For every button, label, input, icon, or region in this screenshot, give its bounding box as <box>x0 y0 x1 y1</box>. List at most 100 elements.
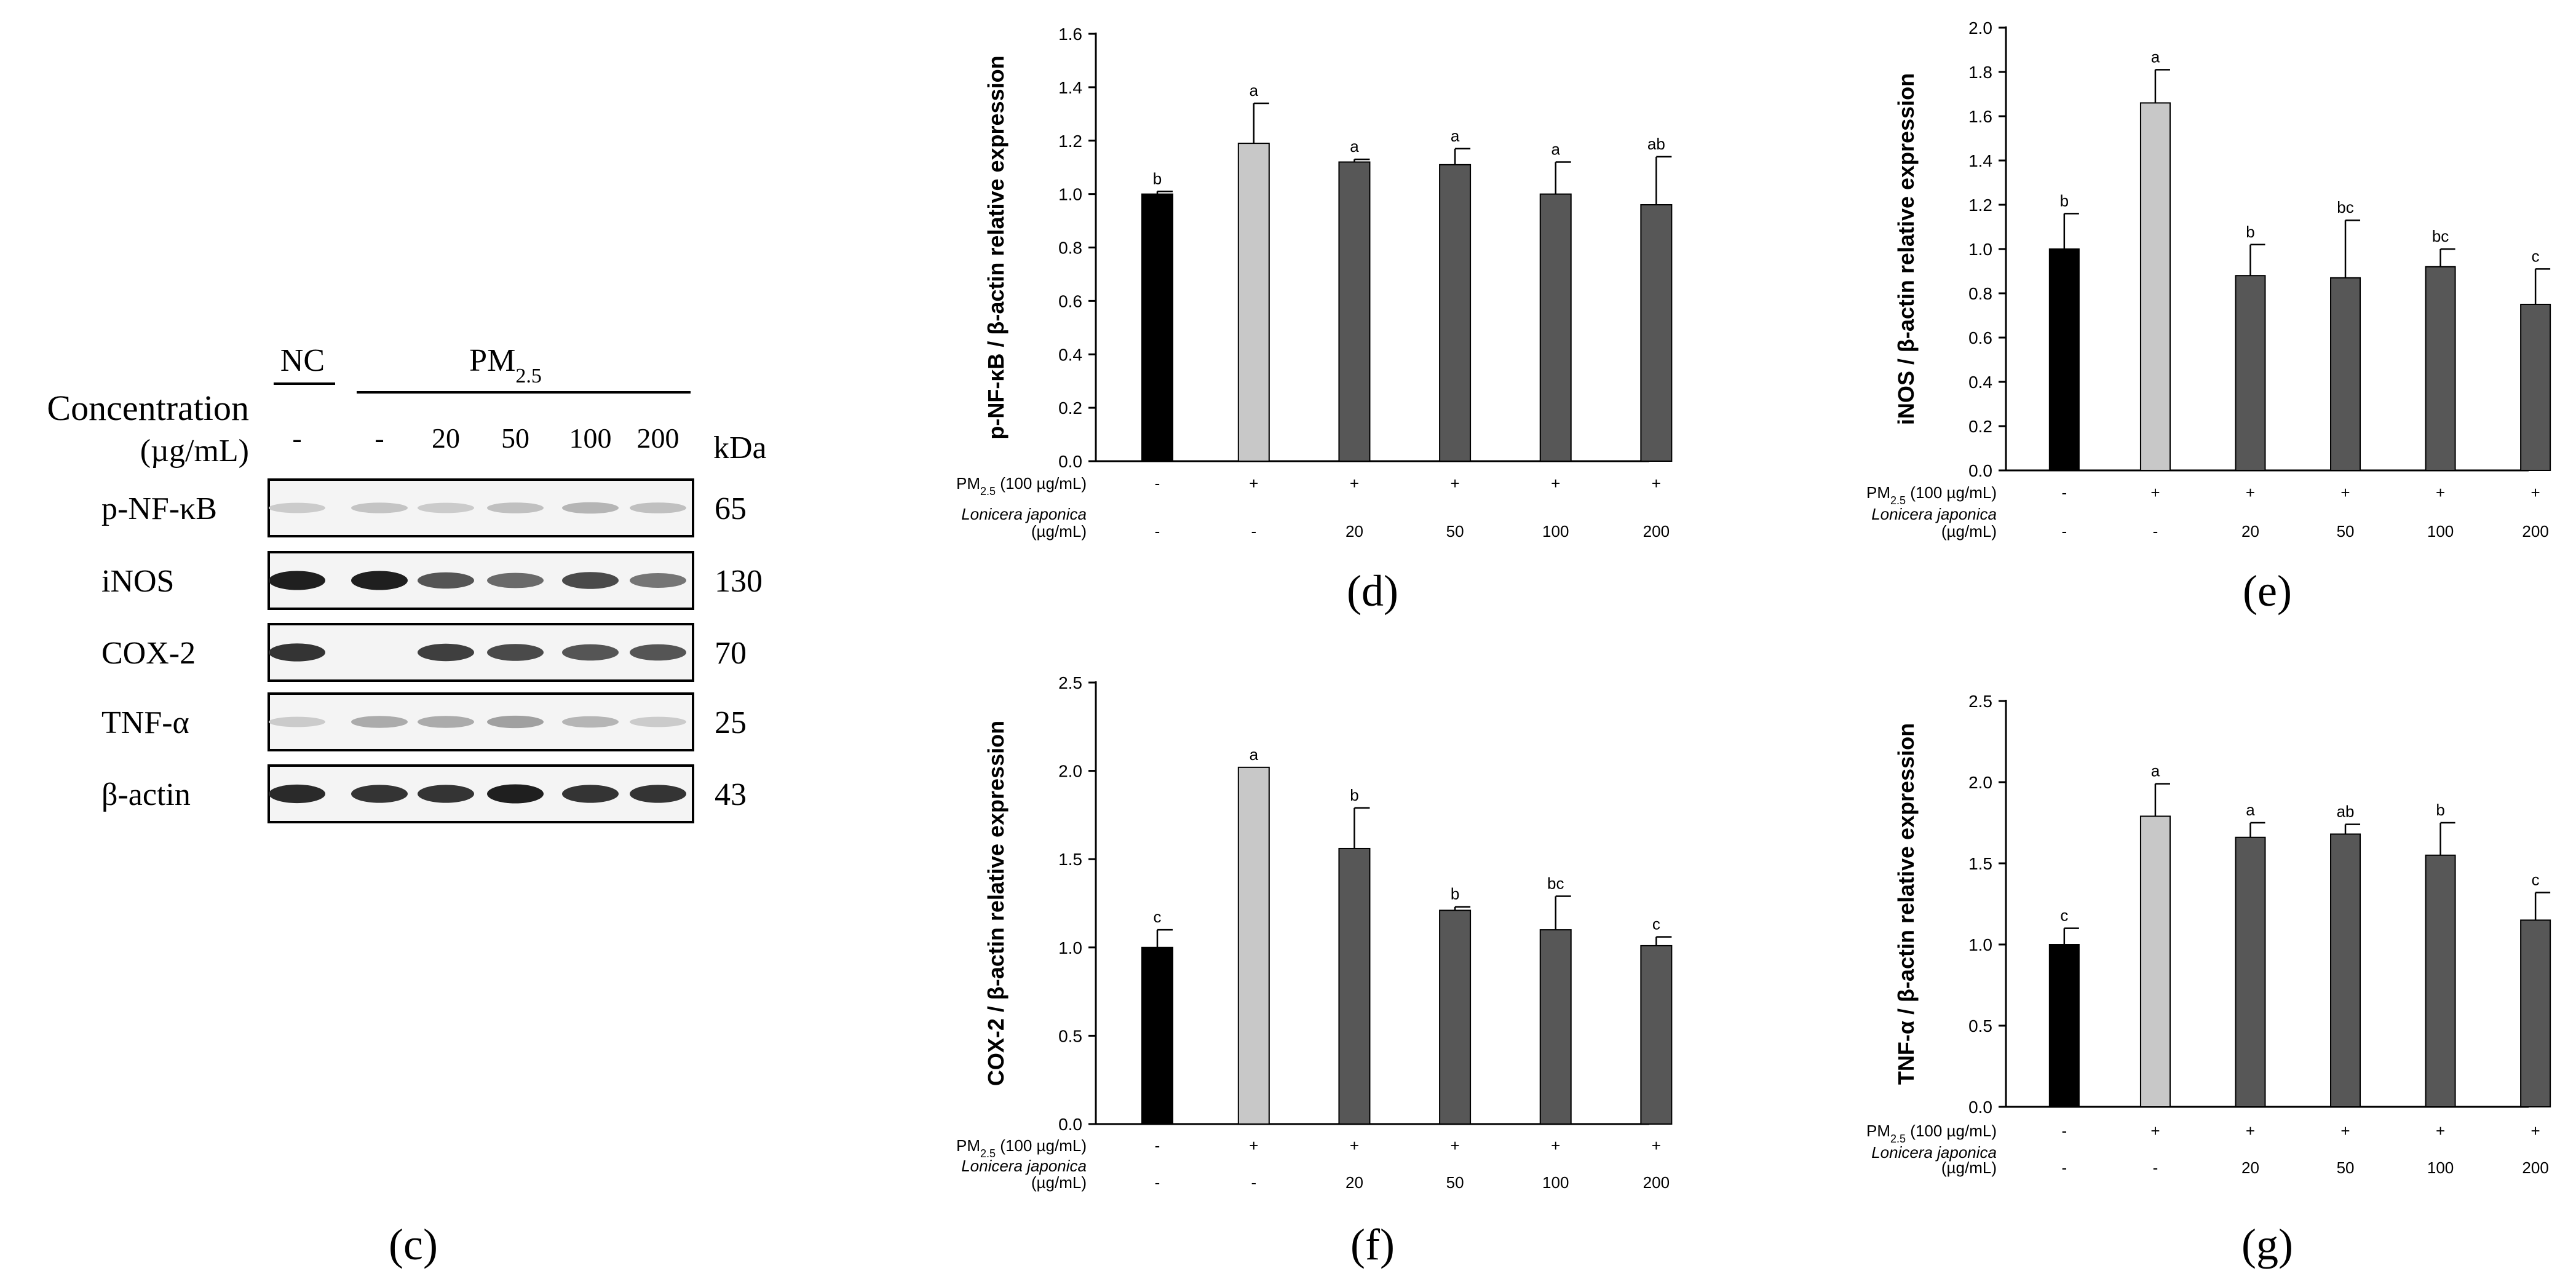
blot-frame <box>268 692 694 751</box>
y-tick-label: 0.2 <box>1968 417 1992 436</box>
y-tick-label: 2.0 <box>1968 18 1992 38</box>
significance-letter: a <box>2246 801 2255 819</box>
blot-row: β-actin 43 <box>101 764 747 823</box>
bar <box>2330 833 2361 1107</box>
bar <box>2520 919 2551 1108</box>
y-tick-label: 0.8 <box>1058 239 1082 258</box>
significance-letter: a <box>1451 127 1460 145</box>
y-tick-label: 1.0 <box>1058 938 1082 957</box>
y-tick-label: 2.5 <box>1968 692 1992 711</box>
y-axis-label: TNF-α / β-actin relative expression <box>1893 723 1919 1085</box>
concentration-value: - <box>2061 1158 2067 1177</box>
pm-sign: - <box>1155 1136 1160 1155</box>
y-tick-label: 0.4 <box>1968 373 1992 392</box>
concentration-value: - <box>1251 522 1256 541</box>
blot-frame <box>268 478 694 537</box>
concentration-value: 200 <box>1643 1173 1670 1192</box>
pm-dose-text: (100 µg/mL) <box>996 1136 1087 1155</box>
protein-band <box>269 784 325 804</box>
protein-band <box>269 716 325 727</box>
protein-band <box>269 502 325 513</box>
protein-band <box>487 572 544 588</box>
pm-subscript: 2.5 <box>1890 494 1906 507</box>
chart-p-nf-kb: 0.0 0.2 0.4 0.6 0.8 1.0 1.2 1.4 1.6 p-NF-κB / β-a… <box>956 25 1673 616</box>
significance-letter: ab <box>1647 135 1665 153</box>
bar <box>1640 944 1673 1125</box>
protein-band <box>269 643 325 662</box>
concentration-value: 100 <box>2427 522 2454 541</box>
y-tick-label: 1.4 <box>1058 78 1082 97</box>
y-tick-label: 1.4 <box>1968 151 1992 170</box>
pm-row-label: PM2.5 (100 µg/mL) <box>956 1136 1087 1160</box>
concentration-value: 200 <box>1643 522 1670 541</box>
y-tick-label: 0.0 <box>1968 1098 1992 1117</box>
concentration-value: - <box>2153 522 2158 541</box>
bar <box>2048 248 2080 471</box>
concentration-value: - <box>1155 522 1160 541</box>
pm-subscript: 2.5 <box>980 485 996 497</box>
protein-band <box>351 502 408 513</box>
bar <box>1439 909 1472 1125</box>
pm-sign: + <box>1350 474 1359 493</box>
concentration-unit-label: (µg/mL) <box>140 434 249 469</box>
pm-sign: + <box>1350 1136 1359 1155</box>
pm-sign: - <box>2061 1122 2067 1140</box>
significance-letter: c <box>1652 915 1660 933</box>
pm-sign: + <box>1450 1136 1459 1155</box>
plant-row-label: Lonicera japonica <box>1871 1143 1997 1162</box>
protein-band <box>630 644 686 661</box>
y-axis-label: COX-2 / β-actin relative expression <box>983 721 1009 1086</box>
protein-label: iNOS <box>101 564 174 599</box>
plant-unit-label: (µg/mL) <box>1031 522 1087 541</box>
pm-sign: + <box>1249 474 1258 493</box>
plant-unit-label: (µg/mL) <box>1941 522 1997 541</box>
bar <box>2520 304 2551 471</box>
significance-letter: b <box>2436 801 2444 819</box>
pm-header: PM2.5 <box>469 343 542 387</box>
y-tick-label: 0.8 <box>1968 284 1992 303</box>
kda-value: 70 <box>715 636 747 671</box>
significance-letter: b <box>1451 885 1459 903</box>
pm-text: PM <box>956 1136 980 1155</box>
protein-band <box>487 715 544 729</box>
significance-letter: c <box>2060 906 2068 925</box>
y-tick-label: 1.2 <box>1968 196 1992 215</box>
y-tick-label: 1.5 <box>1968 854 1992 873</box>
significance-letter: a <box>1551 140 1560 159</box>
protein-label: p-NF-κB <box>101 491 217 526</box>
pm-sign: + <box>1652 474 1661 493</box>
y-tick-label: 0.0 <box>1968 461 1992 480</box>
protein-band <box>418 716 474 728</box>
pm-text: PM <box>1866 483 1890 502</box>
concentration-value: - <box>1155 1173 1160 1192</box>
kda-value: 25 <box>715 705 747 740</box>
significance-letter: bc <box>2337 198 2353 216</box>
chart-tnf-alpha: 0.0 0.5 1.0 1.5 2.0 2.5 TNF-α / β-actin relati… <box>1866 692 2551 1269</box>
blot-row: p-NF-κB 65 <box>101 478 747 537</box>
panel-label: (d) <box>1347 566 1398 616</box>
protein-band <box>487 644 544 661</box>
blot-row: iNOS 130 <box>101 551 763 610</box>
concentration-value: 100 <box>1542 522 1569 541</box>
y-tick-label: 1.8 <box>1968 63 1992 82</box>
kda-value: 65 <box>715 491 747 526</box>
lane-label: 20 <box>432 422 460 454</box>
pm-sign: + <box>1551 474 1560 493</box>
y-tick-label: 1.6 <box>1058 25 1082 44</box>
bar <box>1237 766 1270 1125</box>
concentration-value: 20 <box>2241 522 2259 541</box>
panel-label: (e) <box>2243 566 2292 616</box>
lane-labels: - - 20 50 100 200 <box>292 422 679 454</box>
significance-letter: a <box>2151 762 2160 780</box>
significance-letter: bc <box>1547 874 1564 893</box>
protein-band <box>351 785 408 803</box>
concentration-value: - <box>2153 1158 2158 1177</box>
protein-band <box>630 716 686 727</box>
bar <box>1439 164 1472 462</box>
bar <box>1338 847 1371 1125</box>
pm-sign: + <box>1551 1136 1560 1155</box>
pm-subscript: 2.5 <box>1890 1133 1906 1145</box>
pm-sign: + <box>2150 1122 2160 1140</box>
concentration-value: - <box>1251 1173 1256 1192</box>
